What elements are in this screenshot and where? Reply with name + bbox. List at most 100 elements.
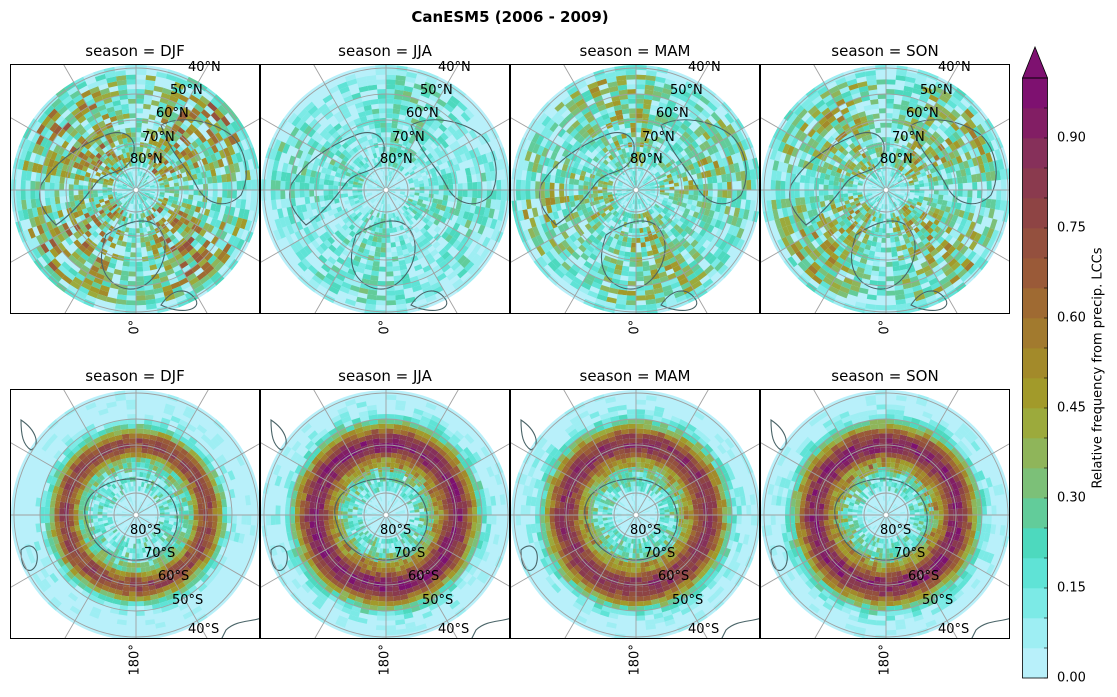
- field-cell: [622, 152, 628, 159]
- field-cell: [231, 143, 240, 154]
- field-cell: [188, 94, 200, 104]
- field-cell: [172, 200, 178, 205]
- field-cell: [677, 127, 686, 135]
- field-cell: [378, 108, 386, 114]
- field-cell: [111, 120, 119, 127]
- field-cell: [283, 216, 292, 227]
- field-cell: [30, 190, 36, 200]
- field-cell: [415, 212, 422, 218]
- field-cell: [358, 287, 369, 295]
- field-cell: [617, 289, 628, 296]
- field-cell: [139, 227, 144, 234]
- field-cell: [571, 107, 581, 117]
- field-cell: [655, 76, 666, 84]
- frequency-field: [261, 65, 509, 313]
- field-cell: [602, 214, 609, 221]
- field-cell: [44, 129, 54, 140]
- field-cell: [578, 127, 587, 136]
- field-cell: [352, 146, 359, 154]
- field-cell: [344, 73, 357, 82]
- field-cell: [608, 85, 619, 93]
- field-cell: [646, 226, 651, 232]
- field-cell: [124, 217, 129, 223]
- field-cell: [356, 211, 363, 218]
- field-cell: [97, 268, 107, 276]
- field-cell: [27, 141, 36, 153]
- field-cell: [167, 198, 174, 204]
- field-cell: [614, 244, 622, 251]
- field-cell: [903, 169, 909, 175]
- field-cell: [348, 176, 355, 182]
- graticule: [11, 65, 259, 313]
- field-cell: [667, 165, 674, 171]
- field-cell: [173, 290, 185, 299]
- field-cell: [138, 182, 143, 187]
- field-cell: [916, 173, 923, 179]
- field-cell: [423, 142, 431, 150]
- field-cell: [367, 119, 375, 125]
- field-cell: [861, 221, 867, 228]
- field-cell: [602, 195, 609, 199]
- field-cell: [40, 126, 50, 138]
- field-cell: [661, 165, 668, 171]
- field-cell: [539, 190, 545, 199]
- field-cell: [854, 209, 861, 215]
- field-cell: [386, 194, 389, 200]
- field-cell: [362, 164, 368, 170]
- field-cell: [39, 181, 45, 190]
- field-cell: [222, 190, 228, 198]
- field-cell: [606, 296, 617, 304]
- field-cell: [613, 169, 619, 175]
- field-cell: [61, 230, 70, 240]
- field-cell: [170, 90, 181, 99]
- field-cell: [530, 190, 536, 200]
- field-cell: [154, 171, 160, 177]
- field-cell: [889, 193, 893, 198]
- field-cell: [131, 176, 134, 181]
- field-cell: [702, 222, 711, 231]
- field-cell: [636, 74, 647, 80]
- field-cell: [516, 169, 523, 180]
- field-cell: [434, 268, 444, 278]
- field-cell: [598, 149, 606, 156]
- field-cell: [628, 276, 636, 282]
- field-cell: [658, 180, 664, 184]
- field-cell: [328, 85, 340, 95]
- meridian-line: [385, 65, 459, 191]
- field-cell: [54, 182, 60, 190]
- field-cell: [120, 99, 129, 105]
- field-cell: [158, 154, 164, 161]
- field-cell: [121, 108, 130, 115]
- field-cell: [639, 227, 644, 234]
- field-cell: [592, 186, 598, 190]
- field-cell: [636, 252, 642, 258]
- field-cell: [182, 119, 192, 128]
- field-cell: [431, 264, 442, 274]
- field-cell: [366, 75, 377, 82]
- field-cell: [193, 284, 205, 295]
- field-cell: [909, 170, 916, 176]
- field-cell: [438, 209, 445, 217]
- field-cell: [321, 107, 331, 117]
- field-cell: [906, 208, 912, 214]
- field-cell: [394, 137, 400, 144]
- field-cell: [122, 113, 130, 119]
- field-cell: [548, 228, 557, 239]
- field-cell: [625, 65, 636, 71]
- field-cell: [569, 200, 576, 208]
- field-cell: [683, 180, 689, 186]
- field-cell: [75, 81, 88, 91]
- field-cell: [697, 178, 704, 185]
- field-cell: [35, 190, 41, 199]
- field-cell: [833, 190, 839, 195]
- field-cell: [117, 181, 123, 186]
- field-cell: [631, 237, 636, 243]
- latitude-label: 60°N: [406, 106, 439, 121]
- field-cell: [652, 156, 659, 163]
- field-cell: [324, 260, 334, 269]
- field-cell: [96, 78, 108, 87]
- field-cell: [399, 166, 405, 172]
- field-cell: [93, 277, 104, 285]
- field-cell: [231, 226, 240, 237]
- field-cell: [894, 211, 899, 218]
